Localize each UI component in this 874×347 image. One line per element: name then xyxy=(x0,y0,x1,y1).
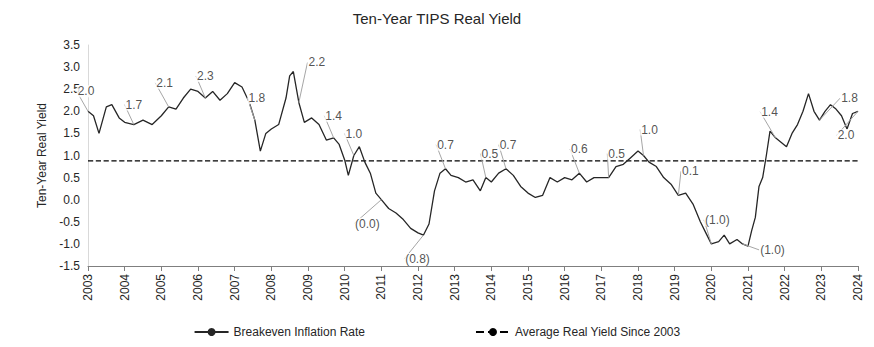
svg-text:2014: 2014 xyxy=(484,274,498,301)
svg-text:2024: 2024 xyxy=(851,274,865,301)
svg-text:2.2: 2.2 xyxy=(308,55,325,69)
svg-text:2006: 2006 xyxy=(191,274,205,301)
svg-text:2018: 2018 xyxy=(631,274,645,301)
svg-text:2023: 2023 xyxy=(814,274,828,301)
svg-text:0.1: 0.1 xyxy=(682,164,699,178)
svg-text:Average Real Yield Since 2003: Average Real Yield Since 2003 xyxy=(515,325,681,339)
svg-text:1.0: 1.0 xyxy=(63,149,80,163)
svg-text:(1.0): (1.0) xyxy=(705,213,730,227)
svg-text:(0.0): (0.0) xyxy=(355,217,380,231)
svg-text:2.5: 2.5 xyxy=(63,82,80,97)
svg-text:2003: 2003 xyxy=(81,274,95,301)
svg-text:0.7: 0.7 xyxy=(437,138,454,152)
svg-text:2.0: 2.0 xyxy=(838,128,855,142)
svg-text:3.5: 3.5 xyxy=(63,38,80,52)
svg-text:2019: 2019 xyxy=(668,274,682,301)
svg-text:2005: 2005 xyxy=(154,274,168,301)
svg-text:2009: 2009 xyxy=(301,274,315,301)
svg-text:1.8: 1.8 xyxy=(841,91,858,105)
svg-text:-0.5: -0.5 xyxy=(59,215,80,229)
svg-text:1.7: 1.7 xyxy=(125,98,142,112)
svg-text:2022: 2022 xyxy=(778,274,792,301)
svg-text:0.5: 0.5 xyxy=(63,171,80,185)
svg-text:2011: 2011 xyxy=(374,274,388,300)
svg-text:2015: 2015 xyxy=(521,274,535,301)
svg-text:2012: 2012 xyxy=(411,274,425,301)
svg-text:2007: 2007 xyxy=(228,274,242,301)
svg-text:Breakeven Inflation Rate: Breakeven Inflation Rate xyxy=(234,325,366,339)
svg-text:Ten-Year TIPS Real Yield: Ten-Year TIPS Real Yield xyxy=(353,10,521,27)
svg-text:3.0: 3.0 xyxy=(63,60,80,74)
svg-text:2021: 2021 xyxy=(741,274,755,301)
svg-text:1.5: 1.5 xyxy=(63,126,80,140)
svg-text:2017: 2017 xyxy=(594,274,608,301)
svg-text:(1.0): (1.0) xyxy=(760,243,785,257)
svg-text:2016: 2016 xyxy=(558,274,572,301)
svg-text:0.0: 0.0 xyxy=(63,193,80,207)
svg-text:2020: 2020 xyxy=(704,274,718,301)
svg-text:1.0: 1.0 xyxy=(345,127,362,141)
svg-text:2.1: 2.1 xyxy=(156,76,173,90)
svg-text:0.5: 0.5 xyxy=(608,147,625,161)
svg-text:2010: 2010 xyxy=(338,274,352,301)
svg-text:2.3: 2.3 xyxy=(197,69,214,83)
svg-text:Ten-Year Real Yield: Ten-Year Real Yield xyxy=(35,103,49,208)
svg-text:2008: 2008 xyxy=(264,274,278,301)
svg-text:1.4: 1.4 xyxy=(325,109,342,123)
svg-text:2004: 2004 xyxy=(118,274,132,301)
svg-text:0.7: 0.7 xyxy=(500,138,517,152)
svg-text:1.0: 1.0 xyxy=(641,123,658,137)
svg-text:0.6: 0.6 xyxy=(571,142,588,156)
svg-text:-1.5: -1.5 xyxy=(59,259,80,273)
svg-text:2013: 2013 xyxy=(448,274,462,301)
svg-text:2.0: 2.0 xyxy=(63,104,80,118)
svg-text:1.8: 1.8 xyxy=(248,91,265,105)
svg-text:-1.0: -1.0 xyxy=(59,237,80,251)
svg-text:1.4: 1.4 xyxy=(761,105,778,119)
svg-text:0.5: 0.5 xyxy=(481,147,498,161)
svg-text:(0.8): (0.8) xyxy=(405,252,430,266)
svg-text:2.0: 2.0 xyxy=(78,84,95,98)
